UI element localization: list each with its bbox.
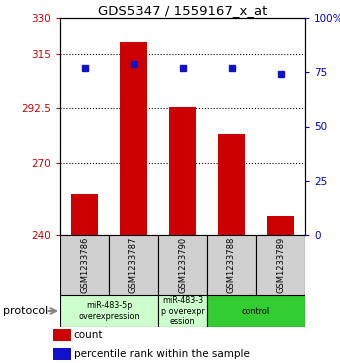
Text: GSM1233789: GSM1233789	[276, 237, 285, 293]
FancyBboxPatch shape	[109, 235, 158, 295]
Bar	[71, 194, 98, 235]
Text: GSM1233788: GSM1233788	[227, 237, 236, 293]
Text: percentile rank within the sample: percentile rank within the sample	[73, 349, 250, 359]
Text: miR-483-3
p overexpr
ession: miR-483-3 p overexpr ession	[160, 296, 204, 326]
Bar	[53, 348, 71, 360]
Text: GSM1233787: GSM1233787	[129, 237, 138, 293]
Bar	[120, 42, 147, 235]
Text: control: control	[242, 306, 270, 315]
Bar	[218, 134, 245, 235]
Text: miR-483-5p
overexpression: miR-483-5p overexpression	[78, 301, 140, 321]
Bar	[267, 216, 294, 235]
Bar	[169, 107, 196, 235]
FancyBboxPatch shape	[158, 235, 207, 295]
Text: count: count	[73, 330, 103, 340]
FancyBboxPatch shape	[158, 295, 207, 327]
Text: GSM1233790: GSM1233790	[178, 237, 187, 293]
Text: GSM1233786: GSM1233786	[80, 237, 89, 293]
Bar	[53, 329, 71, 342]
FancyBboxPatch shape	[207, 235, 256, 295]
FancyBboxPatch shape	[207, 295, 305, 327]
FancyBboxPatch shape	[60, 235, 109, 295]
FancyBboxPatch shape	[256, 235, 305, 295]
FancyBboxPatch shape	[60, 295, 158, 327]
Text: protocol: protocol	[3, 306, 49, 316]
Title: GDS5347 / 1559167_x_at: GDS5347 / 1559167_x_at	[98, 4, 267, 17]
